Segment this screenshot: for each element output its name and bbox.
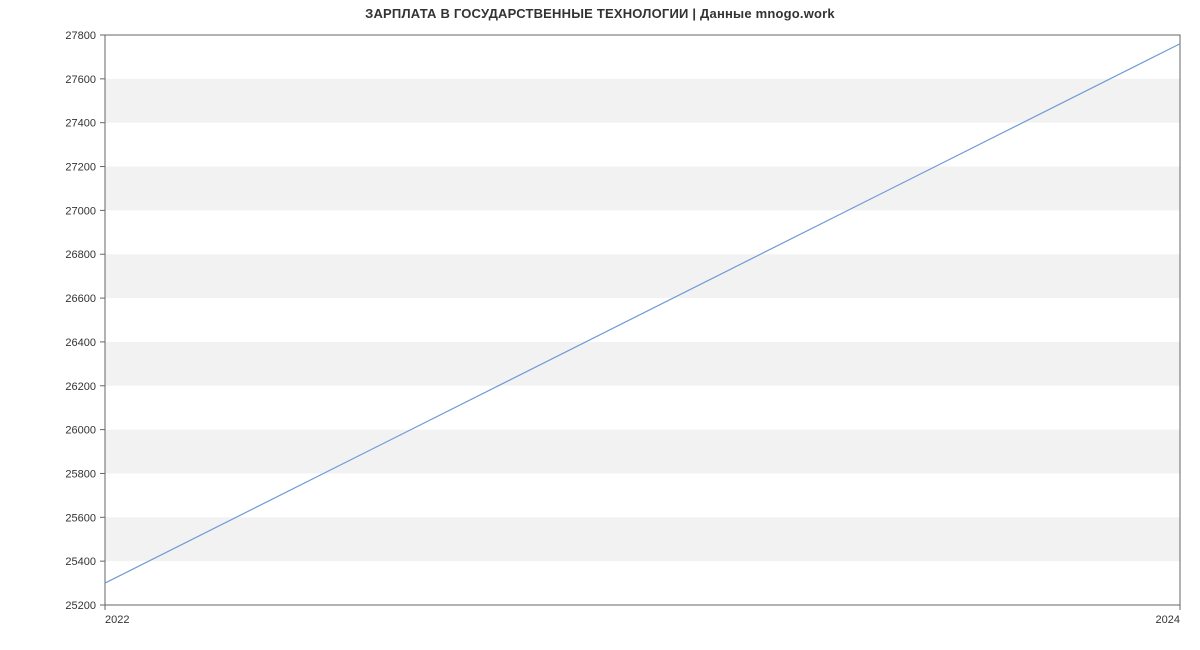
x-tick-label: 2024 <box>1156 614 1180 626</box>
salary-line <box>105 44 1180 583</box>
y-tick-label: 27400 <box>65 118 96 130</box>
y-tick-label: 25800 <box>65 468 96 480</box>
y-tick-label: 26000 <box>65 425 96 437</box>
salary-line-chart: ЗАРПЛАТА В ГОСУДАРСТВЕННЫЕ ТЕХНОЛОГИИ | … <box>0 0 1200 650</box>
x-tick-label: 2022 <box>105 614 129 626</box>
y-tick-label: 25400 <box>65 556 96 568</box>
y-tick-label: 26800 <box>65 249 96 261</box>
y-tick-label: 27200 <box>65 162 96 174</box>
chart-svg: 25200 25400 25600 25800 26000 26200 26400 26600… <box>0 0 1200 650</box>
y-tick-label: 26200 <box>65 381 96 393</box>
y-tick-label: 27600 <box>65 74 96 86</box>
y-tick-label: 25200 <box>65 600 96 612</box>
y-tick-label: 25600 <box>65 512 96 524</box>
y-tick-label: 27000 <box>65 205 96 217</box>
y-tick-label: 26600 <box>65 293 96 305</box>
chart-title: ЗАРПЛАТА В ГОСУДАРСТВЕННЫЕ ТЕХНОЛОГИИ | … <box>0 6 1200 21</box>
y-tick-label: 27800 <box>65 30 96 42</box>
y-tick-label: 26400 <box>65 337 96 349</box>
